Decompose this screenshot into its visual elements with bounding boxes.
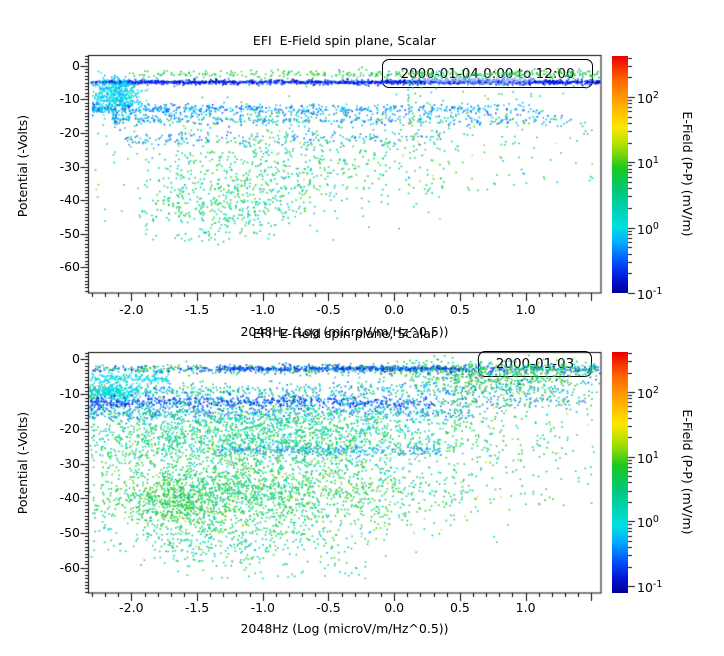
plot2-colorbar-gradient	[612, 352, 628, 593]
plot2-x-tick-label: 0.0	[384, 600, 405, 615]
plot1-y-tick-label: 0	[72, 57, 80, 73]
plot2-date-legend: 2000-01-03	[478, 351, 592, 377]
plot2-y-tick-label: -10	[59, 386, 80, 402]
plot1-x-tick-label: -0.5	[316, 302, 341, 317]
plot1-y-tick-label: -30	[59, 158, 80, 174]
plot1-x-tick-label: -1.5	[184, 302, 210, 317]
plot2-y-tick-label: -20	[59, 420, 80, 436]
plot1-x-tick-label: 0.0	[384, 302, 405, 317]
plot2-colorbar-tick-label: 101	[637, 449, 659, 466]
plot2-y-tick-label: -50	[59, 524, 80, 540]
plot2-y-tick-label: -30	[59, 455, 80, 471]
plot1-title: EFI E-Field spin plane, Scalar	[252, 33, 437, 48]
plot2-title: EFI E-Field spin plane, Scalar	[252, 325, 437, 341]
plot2-colorbar-tick-label: 102	[637, 385, 659, 402]
plot1-y-tick-label: -20	[59, 124, 80, 140]
plot1-x-tick-label: -1.0	[250, 302, 275, 317]
plot1-colorbar-gradient	[612, 55, 628, 293]
plot1-colorbar-tick-label: 10-1	[637, 285, 663, 303]
plot2-y-tick-label: -60	[59, 559, 80, 575]
plot1-y-tick-label: -10	[59, 91, 80, 107]
plot2-x-tick-label: 1.0	[515, 600, 536, 615]
plot1-date-legend: 2000-01-04 0:00 to 12:00	[382, 59, 593, 88]
plot1-y-tick-label: -60	[59, 259, 80, 275]
plot1-date-legend-text: 2000-01-04 0:00 to 12:00	[400, 65, 575, 82]
plot2-yaxis-label: Potential (-Volts)	[15, 411, 30, 515]
plot1-x-tick-label: 0.5	[449, 302, 470, 317]
plot2-colorbar-tick-label: 100	[637, 514, 659, 531]
plot1-y-tick-label: -50	[59, 225, 80, 241]
plot2-x-tick-label: -1.0	[250, 600, 275, 615]
plot2-colorbar-tick-label: 10-1	[637, 579, 663, 596]
plot1-x-tick-label: -2.0	[119, 302, 144, 317]
plot2-y-tick-label: -40	[59, 490, 80, 506]
plot2-x-tick-label: 0.5	[449, 600, 470, 615]
plot2-x-tick-label: -2.0	[119, 600, 144, 615]
plot1-yaxis-label: Potential (-Volts)	[15, 114, 30, 218]
plot1-colorbar-tick-label: 100	[637, 220, 659, 237]
plot2-date-legend-text: 2000-01-03	[495, 356, 575, 372]
plot2-x-tick-label: -1.5	[184, 600, 210, 615]
plot1-x-tick-label: 1.0	[515, 302, 536, 317]
plot1-colorbar-tick-label: 101	[637, 155, 659, 172]
plot1-colorbar-tick-label: 102	[637, 90, 659, 107]
plot2-x-tick-label: -0.5	[316, 600, 341, 615]
plot1-y-tick-label: -40	[59, 192, 80, 208]
plot2-xaxis-label: 2048Hz (Log (microV/m/Hz^0.5))	[240, 621, 449, 636]
plot2-y-tick-label: 0	[72, 351, 80, 367]
